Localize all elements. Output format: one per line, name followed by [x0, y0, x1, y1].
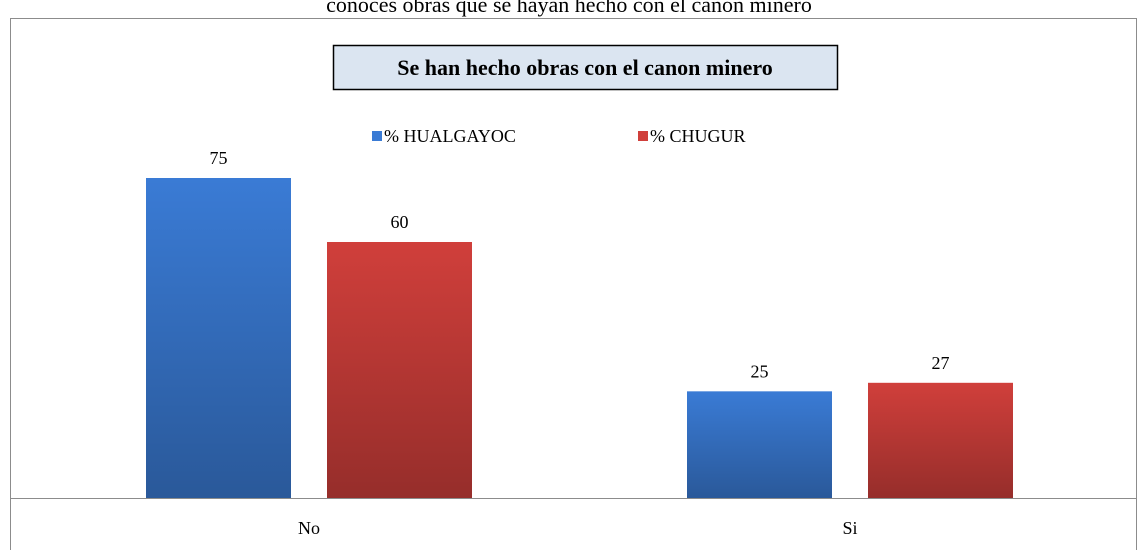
legend-label: % CHUGUR	[650, 126, 746, 146]
value-label: 27	[932, 353, 950, 373]
chart-caption: conoces obras que se hayan hecho con el …	[326, 0, 812, 17]
value-label: 60	[391, 212, 409, 232]
x-tick-label: Si	[842, 518, 857, 538]
chart-title: Se han hecho obras con el canon minero	[397, 55, 772, 80]
legend-label: % HUALGAYOC	[384, 126, 516, 146]
chart-frame	[10, 18, 1137, 550]
legend-swatch	[638, 131, 648, 141]
value-label: 75	[210, 148, 228, 168]
bar-shade	[327, 242, 472, 498]
legend-swatch	[372, 131, 382, 141]
value-label: 25	[751, 361, 769, 381]
bar-shade	[868, 382, 1013, 498]
x-tick-label: No	[298, 518, 320, 538]
title-box	[332, 44, 839, 91]
bar-shade	[146, 178, 291, 498]
bar-shade	[687, 391, 832, 498]
